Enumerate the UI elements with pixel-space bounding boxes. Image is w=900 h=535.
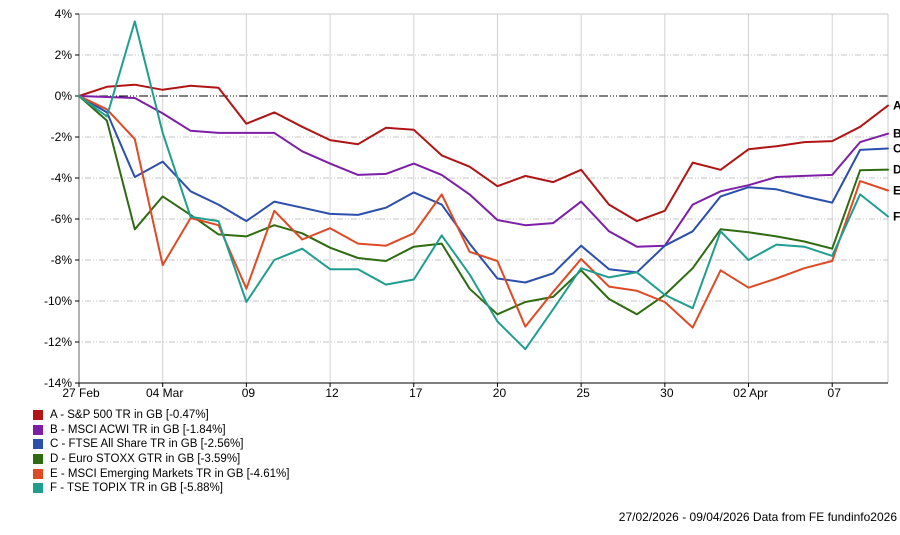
y-axis-tick-label: 2% <box>55 48 73 62</box>
series-end-label-d: D <box>893 163 900 177</box>
y-axis-tick-label: -14% <box>44 376 72 390</box>
series-line-f <box>78 20 889 351</box>
x-axis-tick-label: 30 <box>660 386 674 400</box>
series-line-b <box>78 95 889 248</box>
x-axis-tick-label: 27 Feb <box>62 386 100 400</box>
series-end-label-a: A <box>893 99 900 113</box>
date-range-source-note: 27/02/2026 - 09/04/2026 Data from FE fun… <box>618 510 897 524</box>
series-d-swatch <box>33 454 43 465</box>
x-axis-tick-label: 02 Apr <box>733 386 768 400</box>
series-line-e <box>78 95 889 329</box>
series-line-a <box>78 83 889 223</box>
series-line-c <box>78 95 889 284</box>
legend-item-f: F - TSE TOPIX TR in GB [-5.88%] <box>33 481 289 496</box>
legend-label-f: F - TSE TOPIX TR in GB [-5.88%] <box>50 482 223 495</box>
series-b-swatch <box>33 424 43 435</box>
series-a-swatch <box>33 410 43 421</box>
y-axis-tick-label: -8% <box>51 253 73 267</box>
legend-label-c: C - FTSE All Share TR in GB [-2.56%] <box>50 438 244 451</box>
x-axis-tick-label: 04 Mar <box>146 386 183 400</box>
chart-legend: A - S&P 500 TR in GB [-0.47%] B - MSCI A… <box>33 408 289 496</box>
series-end-label-c: C <box>893 141 900 155</box>
legend-item-d: D - Euro STOXX GTR in GB [-3.59%] <box>33 452 289 467</box>
legend-label-e: E - MSCI Emerging Markets TR in GB [-4.6… <box>50 467 290 480</box>
legend-label-d: D - Euro STOXX GTR in GB [-3.59%] <box>50 453 241 466</box>
legend-item-e: E - MSCI Emerging Markets TR in GB [-4.6… <box>33 466 289 481</box>
x-axis-tick-label: 17 <box>409 386 423 400</box>
legend-item-a: A - S&P 500 TR in GB [-0.47%] <box>33 408 289 423</box>
x-axis-tick-label: 20 <box>493 386 507 400</box>
legend-item-b: B - MSCI ACWI TR in GB [-1.84%] <box>33 423 289 438</box>
y-axis-tick-label: -10% <box>44 294 72 308</box>
series-line-d <box>78 95 889 316</box>
x-axis-tick-label: 09 <box>242 386 256 400</box>
series-end-label-f: F <box>893 210 900 224</box>
series-e-swatch <box>33 468 43 479</box>
legend-label-a: A - S&P 500 TR in GB [-0.47%] <box>50 409 209 422</box>
series-f-swatch <box>33 483 43 494</box>
x-axis-tick-label: 25 <box>576 386 590 400</box>
y-axis-tick-label: -4% <box>51 171 73 185</box>
x-axis-tick-label: 12 <box>325 386 339 400</box>
y-axis-tick-label: -6% <box>51 212 73 226</box>
x-axis-tick-label: 07 <box>828 386 842 400</box>
y-axis-tick-label: -12% <box>44 335 72 349</box>
legend-item-c: C - FTSE All Share TR in GB [-2.56%] <box>33 437 289 452</box>
y-axis-tick-label: -2% <box>51 130 73 144</box>
legend-label-b: B - MSCI ACWI TR in GB [-1.84%] <box>50 423 226 436</box>
series-end-label-e: E <box>893 184 900 198</box>
series-end-label-b: B <box>893 127 900 141</box>
series-c-swatch <box>33 439 43 450</box>
y-axis-tick-label: 0% <box>55 89 73 103</box>
y-axis-tick-label: 4% <box>55 7 73 21</box>
